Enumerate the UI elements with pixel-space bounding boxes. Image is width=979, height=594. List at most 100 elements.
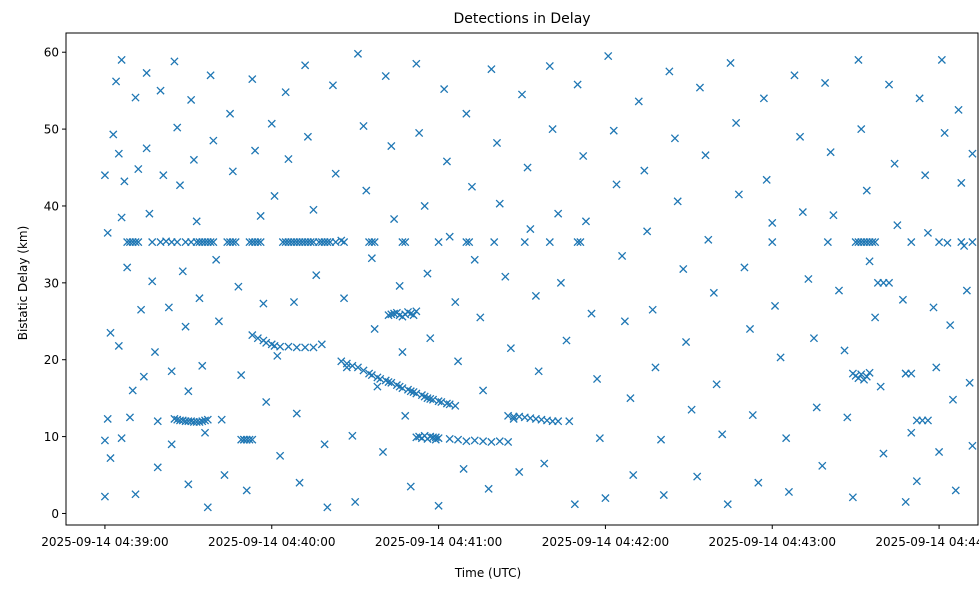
- data-point: [565, 417, 574, 426]
- data-point: [862, 372, 871, 381]
- data-point: [381, 71, 390, 81]
- data-point: [100, 436, 109, 445]
- x-tick-label: 2025-09-14 04:42:00: [542, 535, 669, 549]
- data-point: [209, 136, 218, 145]
- x-tick-label: 2025-09-14 04:40:00: [208, 535, 335, 549]
- data-point: [540, 459, 549, 468]
- data-point: [203, 503, 212, 512]
- data-point: [554, 417, 563, 426]
- data-point: [968, 441, 977, 450]
- data-point: [798, 208, 807, 217]
- data-point: [159, 171, 168, 180]
- data-point: [754, 478, 763, 487]
- data-point: [506, 344, 515, 353]
- data-point: [693, 472, 702, 481]
- y-tick-label: 10: [44, 430, 59, 444]
- data-point: [323, 503, 332, 512]
- data-point: [387, 141, 396, 151]
- data-point: [109, 130, 118, 139]
- data-point: [768, 238, 777, 247]
- data-point: [609, 126, 618, 135]
- data-point: [234, 282, 243, 291]
- data-point: [890, 159, 899, 168]
- data-point: [490, 238, 499, 247]
- data-point: [554, 209, 563, 218]
- data-point: [367, 254, 376, 263]
- data-point: [929, 303, 938, 312]
- data-point: [401, 411, 410, 420]
- data-point: [398, 238, 407, 247]
- data-point: [593, 374, 602, 383]
- data-point: [100, 171, 109, 180]
- data-point: [829, 211, 838, 220]
- data-point: [320, 440, 329, 449]
- data-point: [442, 399, 451, 408]
- data-point: [359, 366, 368, 375]
- y-tick-label: 0: [51, 507, 59, 521]
- y-tick-label: 40: [44, 199, 59, 213]
- data-point: [465, 238, 474, 247]
- y-tick-label: 50: [44, 123, 59, 137]
- data-point: [445, 434, 454, 443]
- data-point: [818, 461, 827, 470]
- data-point: [901, 497, 910, 506]
- data-point: [868, 238, 877, 247]
- data-point: [317, 340, 326, 349]
- data-point: [884, 278, 894, 287]
- data-point: [884, 80, 894, 89]
- data-point: [100, 492, 109, 501]
- data-point: [762, 175, 771, 184]
- data-point: [492, 138, 502, 147]
- data-point: [178, 267, 187, 276]
- data-point: [384, 377, 393, 387]
- data-point: [373, 382, 382, 391]
- data-point: [453, 435, 463, 444]
- data-point: [453, 357, 463, 366]
- data-point: [912, 477, 921, 486]
- data-point: [857, 370, 866, 379]
- data-point: [187, 95, 196, 104]
- x-axis: 2025-09-14 04:39:00 2025-09-14 04:40:00 20…: [41, 525, 979, 549]
- data-point: [120, 177, 129, 186]
- data-point: [195, 294, 204, 303]
- data-point: [212, 255, 221, 264]
- data-point: [915, 94, 924, 103]
- data-point: [415, 128, 424, 137]
- data-point: [228, 167, 237, 176]
- data-point: [843, 413, 852, 422]
- data-point: [434, 238, 443, 247]
- data-point: [937, 55, 946, 64]
- data-point: [434, 397, 443, 406]
- data-point: [476, 313, 485, 322]
- data-point: [331, 169, 340, 178]
- data-point: [523, 163, 532, 172]
- data-point: [242, 486, 251, 495]
- x-tick-label: 2025-09-14 04:43:00: [709, 535, 836, 549]
- data-point: [515, 467, 524, 477]
- data-point: [960, 241, 969, 251]
- data-point: [923, 416, 933, 425]
- data-point: [871, 238, 880, 247]
- data-point: [295, 478, 304, 487]
- data-point: [256, 238, 265, 247]
- data-point: [651, 363, 660, 372]
- data-point: [270, 191, 279, 201]
- data-point: [248, 331, 257, 340]
- data-point: [495, 437, 504, 446]
- data-point: [823, 238, 832, 247]
- data-point: [387, 378, 396, 387]
- data-point: [309, 205, 318, 214]
- data-point: [303, 132, 312, 141]
- data-point: [376, 374, 385, 383]
- data-point: [406, 482, 415, 491]
- data-point: [262, 338, 271, 347]
- data-point: [876, 382, 885, 391]
- data-point: [921, 171, 930, 180]
- data-point: [262, 397, 271, 407]
- data-point: [712, 380, 721, 389]
- data-point: [701, 151, 710, 160]
- data-point: [734, 190, 743, 199]
- data-point: [245, 435, 254, 444]
- data-point: [948, 395, 958, 404]
